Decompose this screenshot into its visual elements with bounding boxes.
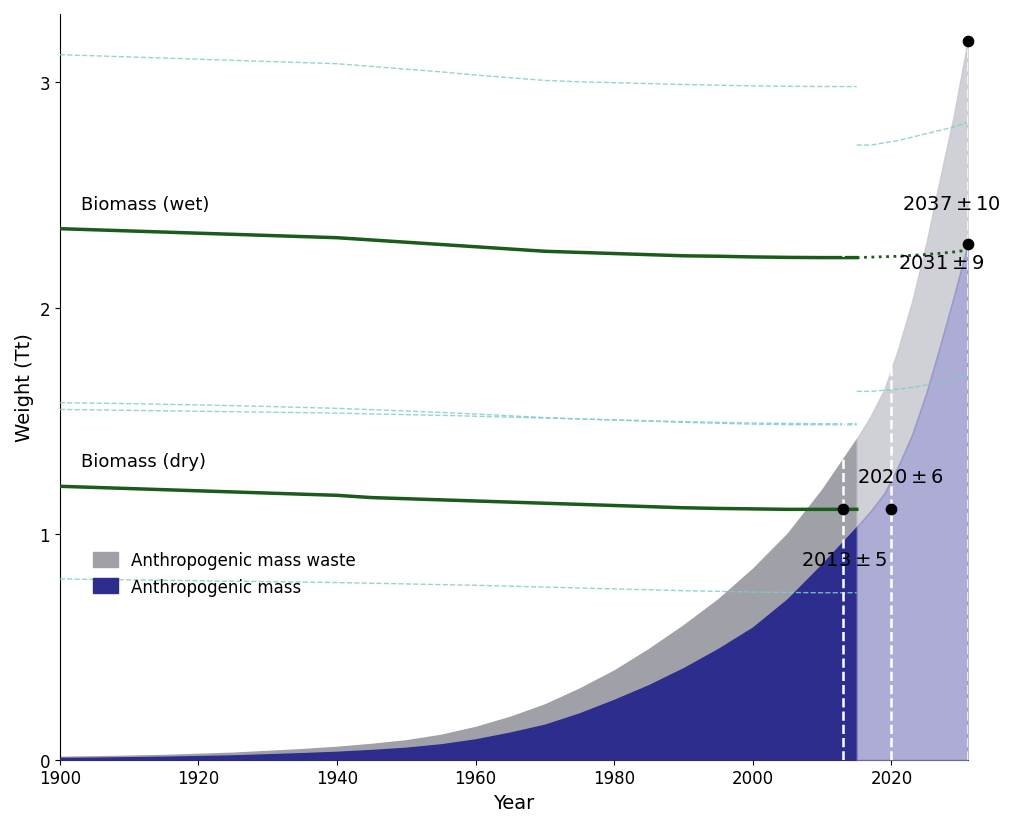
Text: $2020\pm6$: $2020\pm6$ [857, 468, 943, 487]
Text: $2037\pm10$: $2037\pm10$ [902, 194, 1000, 213]
Point [884, 503, 900, 516]
Point [959, 238, 976, 251]
Text: Biomass (wet): Biomass (wet) [81, 196, 209, 213]
Point [959, 36, 976, 49]
Text: $2013\pm5$: $2013\pm5$ [802, 550, 888, 569]
X-axis label: Year: Year [494, 793, 535, 812]
Y-axis label: Weight (Tt): Weight (Tt) [15, 333, 34, 442]
Text: $2031\pm9$: $2031\pm9$ [898, 253, 985, 272]
Text: Biomass (dry): Biomass (dry) [81, 453, 206, 471]
Point [835, 503, 851, 516]
Legend: Anthropogenic mass waste, Anthropogenic mass: Anthropogenic mass waste, Anthropogenic … [86, 545, 362, 603]
